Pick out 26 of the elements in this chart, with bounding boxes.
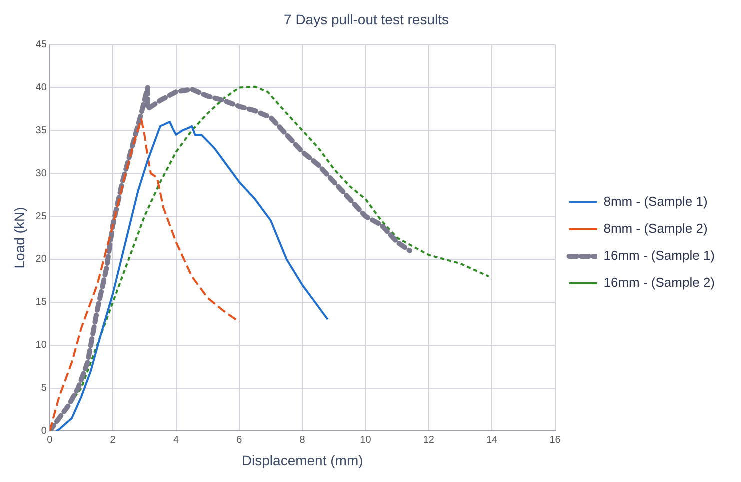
y-tick-label: 15 [36, 297, 48, 308]
x-tick-label: 2 [110, 434, 116, 446]
x-axis-title: Displacement (mm) [242, 452, 364, 468]
y-tick-label: 0 [41, 426, 48, 437]
y-axis-title: Load (kN) [11, 207, 28, 269]
y-tick-label: 25 [36, 211, 48, 222]
y-tick-label: 30 [36, 168, 48, 180]
x-tick-label: 10 [360, 434, 372, 446]
y-tick-label: 35 [36, 125, 48, 136]
line-series [50, 118, 240, 432]
legend-label: 8mm - (Sample 2) [604, 221, 708, 236]
y-tick-label: 20 [36, 254, 48, 266]
x-tick-label: 8 [300, 434, 306, 446]
chart-title: 7 Days pull-out test results [284, 11, 449, 28]
x-tick-label: 14 [486, 434, 498, 446]
legend-label: 8mm - (Sample 1) [604, 194, 708, 210]
y-tick-label: 10 [36, 340, 48, 352]
x-tick-label: 12 [423, 434, 435, 446]
legend-label: 16mm - (Sample 1) [604, 248, 715, 264]
x-tick-label: 6 [236, 434, 243, 446]
y-tick-label: 45 [36, 40, 48, 51]
legend-label: 16mm - (Sample 2) [604, 275, 715, 290]
x-tick-label: 4 [173, 434, 180, 446]
y-tick-label: 40 [36, 82, 48, 94]
x-tick-label: 16 [550, 434, 562, 446]
y-tick-label: 5 [41, 383, 48, 394]
